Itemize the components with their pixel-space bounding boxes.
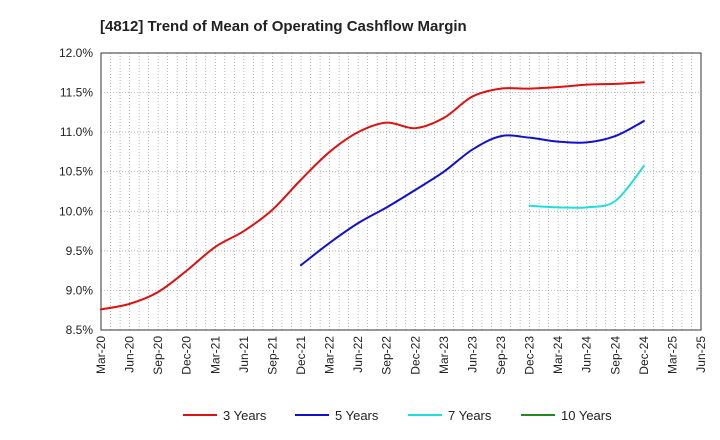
series-line-7-years xyxy=(528,165,645,209)
series-line-3-years xyxy=(100,81,645,311)
y-axis: 8.5% 9.0% 9.5% 10.0% 10.5% 11.0% 11.5% 12.0% xyxy=(59,46,93,337)
x-tick-label: Sep-23 xyxy=(494,336,508,375)
x-tick-label: Sep-24 xyxy=(608,336,622,375)
legend-item-10-years: 10 Years xyxy=(521,408,612,423)
grid xyxy=(101,53,701,330)
legend-label: 5 Years xyxy=(335,408,379,423)
x-tick-label: Mar-22 xyxy=(323,336,337,374)
x-tick-label: Jun-24 xyxy=(580,336,594,373)
chart-title: [4812] Trend of Mean of Operating Cashfl… xyxy=(100,18,467,35)
x-tick-label: Mar-23 xyxy=(437,336,451,374)
y-tick-label: 8.5% xyxy=(66,323,94,337)
legend-label: 10 Years xyxy=(561,408,612,423)
plot-frame xyxy=(100,52,702,331)
x-tick-label: Jun-20 xyxy=(123,336,137,373)
x-tick-label: Jun-21 xyxy=(237,336,251,373)
x-tick-label: Jun-22 xyxy=(351,336,365,373)
legend-item-5-years: 5 Years xyxy=(295,408,379,423)
x-tick-label: Sep-20 xyxy=(151,336,165,375)
x-tick-label: Dec-20 xyxy=(180,336,194,375)
y-tick-label: 11.0% xyxy=(60,125,93,139)
x-tick-label: Sep-22 xyxy=(380,336,394,375)
y-tick-label: 10.0% xyxy=(59,204,93,218)
x-tick-label: Dec-22 xyxy=(408,336,422,375)
x-tick-label: Mar-20 xyxy=(94,336,108,374)
series-line-5-years xyxy=(300,120,645,267)
y-tick-label: 9.5% xyxy=(66,244,94,258)
legend-label: 7 Years xyxy=(448,408,492,423)
x-tick-label: Jun-23 xyxy=(465,336,479,373)
y-tick-label: 9.0% xyxy=(66,283,94,297)
legend-label: 3 Years xyxy=(223,408,267,423)
legend-item-7-years: 7 Years xyxy=(408,408,492,423)
y-tick-label: 10.5% xyxy=(59,165,93,179)
x-tick-label: Jun-25 xyxy=(694,336,708,373)
legend: 3 Years 5 Years 7 Years 10 Years xyxy=(183,408,612,423)
legend-item-3-years: 3 Years xyxy=(183,408,267,423)
x-tick-label: Mar-24 xyxy=(551,336,565,374)
y-tick-label: 12.0% xyxy=(59,46,93,60)
y-tick-label: 11.5% xyxy=(60,86,93,100)
x-tick-label: Dec-21 xyxy=(294,336,308,375)
x-tick-label: Dec-24 xyxy=(637,336,651,375)
x-tick-label: Dec-23 xyxy=(523,336,537,375)
x-tick-label: Mar-25 xyxy=(665,336,679,374)
series-lines xyxy=(100,81,645,311)
x-axis: Mar-20 Jun-20 Sep-20 Dec-20 Mar-21 Jun-21 Sep-… xyxy=(94,336,708,375)
x-tick-label: Sep-21 xyxy=(265,336,279,375)
x-tick-label: Mar-21 xyxy=(208,336,222,374)
